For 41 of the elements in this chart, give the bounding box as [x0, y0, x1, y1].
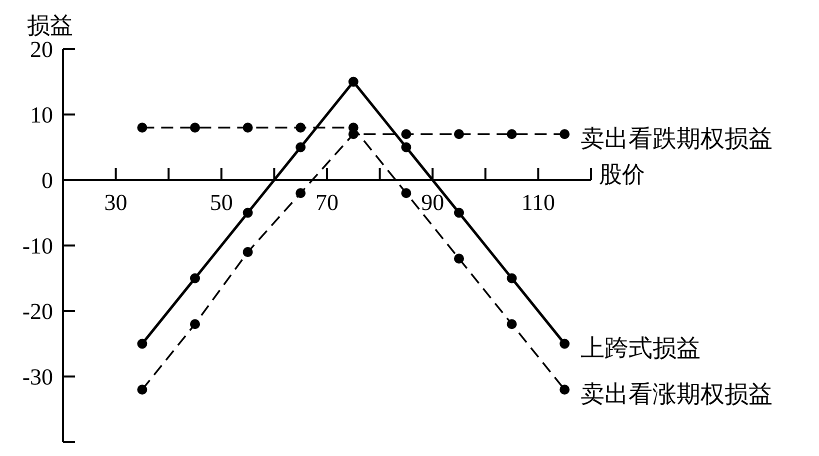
- point: [242, 208, 253, 218]
- x-tick-label: 30: [104, 190, 128, 215]
- point: [190, 122, 200, 133]
- point: [242, 122, 253, 133]
- y-tick-label: -20: [22, 299, 53, 324]
- point: [454, 208, 464, 218]
- point: [560, 384, 570, 395]
- point: [137, 338, 148, 349]
- series-label: 卖出看涨期权损益: [580, 382, 773, 408]
- point: [296, 188, 306, 198]
- point: [454, 129, 464, 140]
- point: [137, 384, 148, 395]
- point: [506, 273, 517, 284]
- point: [296, 142, 306, 152]
- point: [454, 254, 464, 264]
- y-tick-label: -10: [22, 234, 53, 259]
- point: [506, 319, 517, 330]
- x-tick-label: 70: [316, 190, 338, 215]
- point: [401, 142, 412, 152]
- point: [401, 129, 412, 140]
- y-axis-title: 损益: [27, 13, 73, 38]
- point: [190, 319, 200, 330]
- point: [560, 129, 570, 140]
- x-axis-title: 股价: [599, 162, 645, 188]
- x-tick-label: 110: [521, 190, 556, 215]
- series-label: 卖出看跌期权损益: [580, 126, 773, 153]
- point: [560, 338, 570, 349]
- point: [348, 76, 358, 87]
- x-tick-label: 50: [210, 190, 233, 215]
- y-tick-label: 0: [42, 168, 53, 194]
- y-tick-label: 10: [30, 102, 53, 128]
- point: [242, 247, 253, 258]
- point: [296, 122, 306, 133]
- x-tick-label: 90: [421, 190, 444, 215]
- point: [506, 129, 517, 140]
- point: [190, 273, 200, 284]
- y-tick-label: 20: [30, 37, 53, 62]
- point: [401, 188, 412, 198]
- y-tick-label: -30: [22, 364, 53, 390]
- series-label: 上跨式损益: [580, 336, 701, 362]
- point: [137, 122, 148, 133]
